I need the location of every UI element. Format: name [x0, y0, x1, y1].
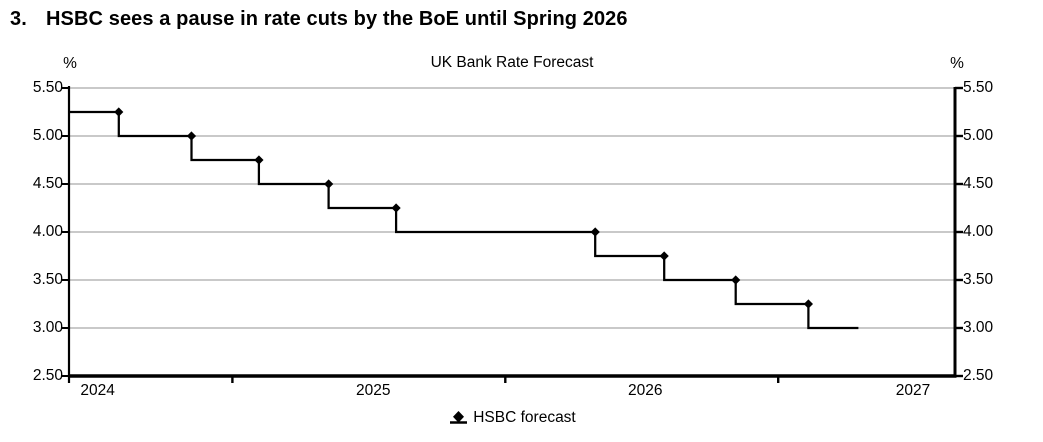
y-axis-tick-label-right: 4.00 [963, 223, 994, 240]
x-axis-year-label: 2026 [628, 382, 663, 399]
legend-label: HSBC forecast [473, 409, 576, 426]
data-point-marker [731, 275, 741, 285]
data-point-marker [324, 179, 334, 189]
x-axis-year-label: 2025 [355, 382, 391, 399]
y-axis-tick-label-left: 5.50 [32, 79, 63, 96]
data-point-marker [114, 107, 124, 117]
y-axis-tick-label-left: 3.00 [32, 319, 63, 336]
x-axis-year-label: 2024 [80, 382, 115, 399]
data-point-marker [590, 227, 600, 237]
y-axis-tick-label-left: 3.50 [32, 271, 63, 288]
legend-diamond-marker-icon [450, 411, 468, 424]
x-axis-year-label: 2027 [895, 382, 931, 399]
y-axis-tick-label-left: 5.00 [32, 127, 63, 144]
y-axis-tick-label-right: 3.00 [963, 319, 994, 336]
y-axis-tick-label-left: 2.50 [32, 367, 63, 384]
y-axis-tick-label-right: 5.50 [963, 79, 994, 96]
data-point-marker [803, 299, 813, 309]
y-axis-unit-left: % [63, 55, 77, 72]
chart-title: UK Bank Rate Forecast [430, 54, 594, 71]
y-axis-tick-label-right: 2.50 [963, 367, 994, 384]
rate-step-line [69, 110, 859, 330]
y-axis-tick-label-left: 4.50 [32, 175, 63, 192]
page-title-number: 3. [10, 8, 27, 30]
y-axis-tick-label-right: 4.50 [963, 175, 994, 192]
data-point-marker [391, 203, 401, 213]
page-title: 3. HSBC sees a pause in rate cuts by the … [10, 8, 628, 31]
y-axis-tick-label-right: 5.00 [963, 127, 994, 144]
y-axis-tick-label-right: 3.50 [963, 271, 994, 288]
page-title-text: HSBC sees a pause in rate cuts by the Bo… [46, 8, 628, 30]
data-point-marker [186, 131, 197, 141]
legend: HSBC forecast [69, 409, 955, 427]
y-axis-tick-label-left: 4.00 [32, 223, 63, 240]
data-point-marker [254, 155, 264, 165]
data-point-marker [659, 251, 669, 261]
y-axis-unit-right: % [950, 55, 964, 72]
